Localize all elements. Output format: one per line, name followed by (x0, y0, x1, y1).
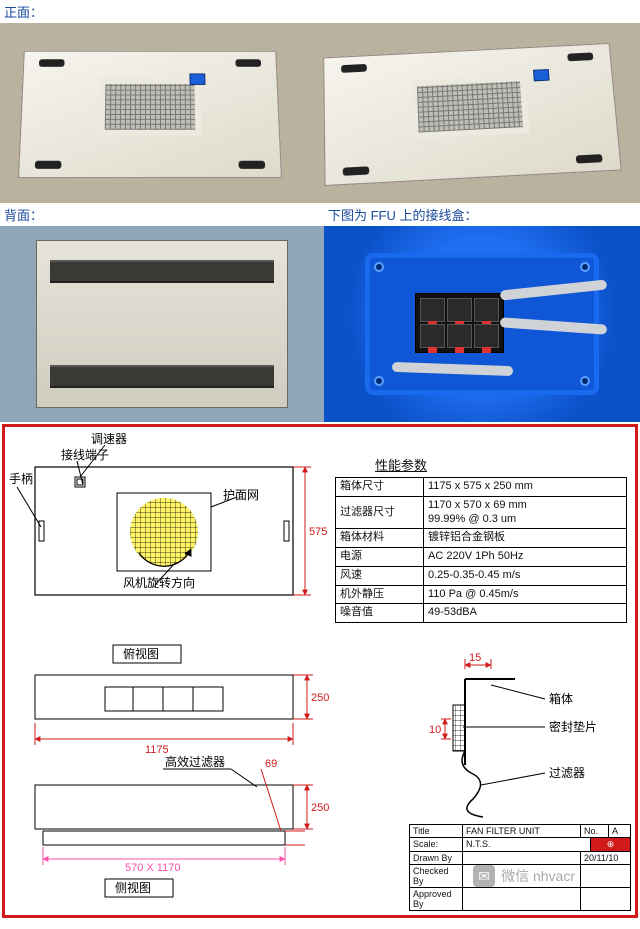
tb-no-lbl: No. (580, 825, 608, 837)
dim-575: 575 (309, 526, 327, 538)
front-photos-row (0, 23, 640, 203)
lbl-rotation: 风机旋转方向 (123, 575, 195, 590)
top-view-group (17, 445, 311, 595)
dim-570x1170: 570 X 1170 (125, 862, 180, 874)
caption-row-front: 正面： (0, 0, 640, 23)
dim-10: 10 (429, 724, 441, 736)
tb-checked-lbl: Checked By (410, 865, 462, 887)
tb-drawn-lbl: Drawn By (410, 852, 462, 864)
tb-title-lbl: Title (410, 825, 462, 837)
tb-rev-val: A (608, 825, 630, 837)
photo-ffu-front-right (300, 23, 640, 203)
watermark-text: 微信 nhvacr (501, 866, 575, 886)
wechat-icon: ✉ (473, 865, 495, 887)
lbl-topview: 俯视图 (123, 646, 159, 661)
lbl-sideview: 侧视图 (115, 880, 151, 895)
tb-scale-val: N.T.S. (462, 838, 590, 851)
tb-date: 20/11/10 (580, 852, 630, 864)
lbl-terminal: 接线端子 (61, 447, 109, 462)
lbl-gasket: 密封垫片 (549, 719, 597, 734)
tb-scale-lbl: Scale: (410, 838, 462, 851)
caption-junction: 下图为 FFU 上的接线盒： (324, 203, 640, 226)
photo-ffu-front-left (0, 23, 300, 203)
tb-title-val: FAN FILTER UNIT (462, 825, 580, 837)
engineering-drawing: 性能参数 箱体尺寸1175 x 575 x 250 mm 过滤器尺寸1170 x… (2, 424, 638, 918)
product-photos: 正面： 背面： 下图为 FFU 上的接线盒： (0, 0, 640, 422)
dim-1175: 1175 (145, 744, 169, 756)
back-photos-row (0, 226, 640, 422)
lbl-handle: 手柄 (9, 472, 33, 486)
dim-15: 15 (469, 652, 481, 664)
connection-detail-group (417, 659, 577, 843)
photo-ffu-back (0, 226, 324, 422)
caption-row-back: 背面： 下图为 FFU 上的接线盒： (0, 203, 640, 226)
watermark: ✉ 微信 nhvacr (473, 865, 575, 887)
lbl-speed: 调速器 (91, 432, 127, 446)
tb-approved-lbl: Approved By (410, 888, 462, 910)
lbl-body: 箱体 (549, 691, 573, 706)
lbl-filter: 过滤器 (549, 766, 585, 780)
photo-junction-box (324, 226, 640, 422)
dim-250b: 250 (311, 802, 329, 814)
dim-250a: 250 (311, 692, 329, 704)
front-elevation-group (35, 675, 313, 745)
caption-front-spacer (320, 0, 640, 23)
side-view-group (35, 769, 313, 865)
caption-front: 正面： (0, 0, 320, 23)
caption-back: 背面： (0, 203, 324, 226)
lbl-hepa: 高效过滤器 (165, 754, 225, 769)
dim-69: 69 (265, 758, 277, 770)
lbl-mesh: 护面网 (223, 488, 259, 502)
